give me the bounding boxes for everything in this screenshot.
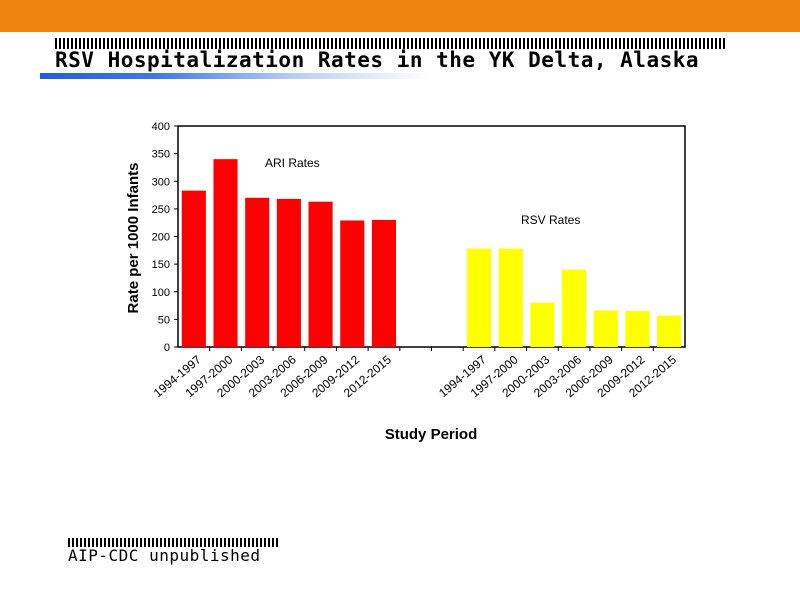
y-tick-label: 400	[152, 121, 170, 133]
y-tick-label: 50	[158, 314, 170, 326]
ari-bar	[213, 159, 238, 347]
y-tick-label: 300	[152, 176, 170, 188]
rsv-bar	[498, 248, 523, 347]
rsv-series-label: RSV Rates	[521, 213, 580, 227]
ari-bar	[308, 201, 333, 347]
rsv-bar	[657, 315, 682, 347]
x-axis-title: Study Period	[385, 426, 478, 443]
ari-bar	[276, 198, 301, 347]
y-tick-label: 350	[152, 149, 170, 161]
page-title: RSV Hospitalization Rates in the YK Delt…	[55, 48, 700, 72]
ari-series-label: ARI Rates	[265, 156, 320, 170]
ari-bar	[371, 219, 397, 347]
rsv-bar	[530, 302, 555, 347]
ari-bar	[181, 190, 206, 347]
y-tick-label: 150	[152, 259, 170, 271]
rsv-bar	[562, 269, 587, 347]
ari-bar	[245, 197, 270, 347]
y-tick-label: 200	[152, 232, 170, 244]
footer-block: AIP-CDC unpublished	[68, 538, 278, 565]
title-barcode-decoration	[55, 38, 725, 49]
y-tick-label: 100	[152, 287, 170, 299]
top-orange-bar	[0, 0, 800, 32]
y-axis-title: Rate per 1000 Infants	[125, 163, 142, 314]
rsv-bar	[466, 248, 492, 347]
footer-barcode-decoration	[68, 538, 278, 547]
footer-source-text: AIP-CDC unpublished	[68, 546, 261, 565]
y-tick-label: 0	[164, 342, 170, 354]
ari-bar	[340, 220, 365, 347]
title-block: RSV Hospitalization Rates in the YK Delt…	[55, 38, 725, 71]
rsv-bar	[593, 310, 618, 347]
rsv-bar	[625, 311, 650, 347]
title-accent-line	[40, 73, 430, 79]
y-tick-label: 250	[152, 204, 170, 216]
